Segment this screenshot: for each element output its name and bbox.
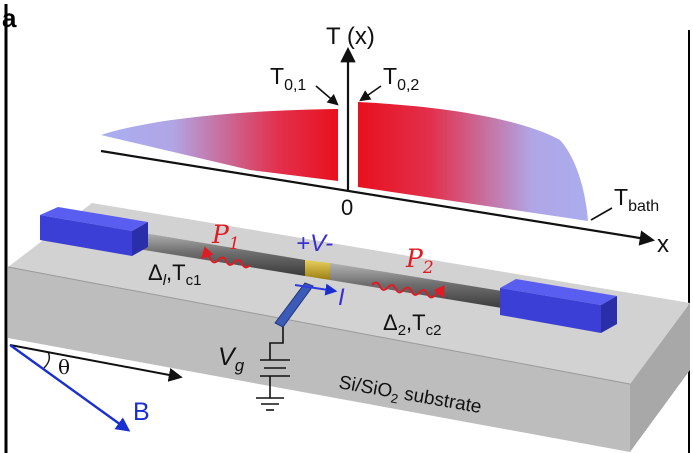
p2-heat-flow-arrow (371, 281, 445, 299)
substrate-side (630, 303, 690, 452)
p1-label: P1 (211, 220, 240, 254)
t-axis-label: T (x) (326, 23, 375, 50)
gate-voltage-label: Vg (218, 343, 245, 375)
left-gap-label: Δl,Tc1 (148, 260, 201, 289)
right-gap-label: Δ2,Tc2 (383, 310, 441, 339)
current-label: I (338, 284, 345, 311)
current-arrow (294, 283, 338, 296)
tbath-pointer (590, 207, 613, 221)
field-arrow (9, 344, 131, 432)
right-contact-pad (500, 279, 617, 333)
field-reference-line (9, 344, 183, 382)
angle-label: θ (58, 355, 70, 379)
p2-label: P2 (405, 244, 434, 278)
angle-arc (43, 351, 51, 369)
field-label: B (133, 398, 150, 426)
x-axis (100, 149, 656, 246)
t02-pointer (359, 85, 382, 102)
temperature-curve-left (101, 109, 338, 181)
temperature-profile (101, 102, 588, 221)
substrate-top-edge (7, 266, 631, 385)
t02-label: T0,2 (383, 63, 419, 94)
origin-label: 0 (341, 195, 353, 220)
gate-electrode (274, 282, 314, 328)
nanowire-left-segment (138, 232, 305, 276)
junction (305, 260, 330, 280)
substrate-front (8, 267, 630, 452)
x-axis-label: x (657, 231, 669, 258)
t01-label: T0,1 (270, 63, 306, 94)
nanowire (138, 232, 508, 309)
p1-heat-flow-arrow (200, 246, 251, 269)
panel-label: a (2, 3, 17, 33)
t01-pointer (315, 85, 339, 106)
tbath-label: Tbath (614, 184, 659, 215)
nanowire-right-segment (330, 263, 508, 309)
gate-circuit (256, 327, 290, 411)
temperature-curve-right (358, 102, 588, 221)
voltage-label: +V- (296, 230, 333, 257)
left-contact-pad (40, 207, 148, 256)
